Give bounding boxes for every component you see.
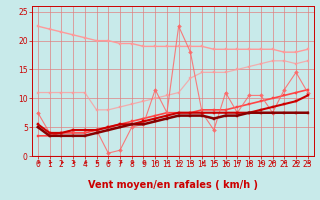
X-axis label: Vent moyen/en rafales ( km/h ): Vent moyen/en rafales ( km/h )	[88, 180, 258, 190]
